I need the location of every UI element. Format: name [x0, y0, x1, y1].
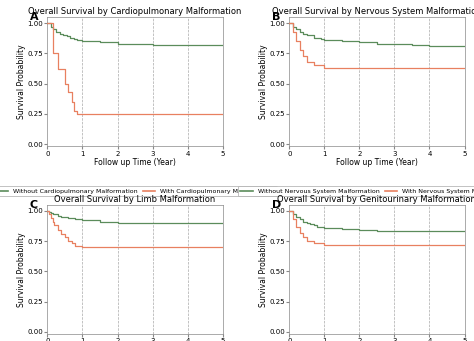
Legend: Without Nervous System Malformation, With Nervous System Malformation: Without Nervous System Malformation, Wit… — [238, 186, 474, 196]
Y-axis label: Survival Probability: Survival Probability — [17, 44, 26, 119]
Legend: Without Cardiopulmonary Malformation, With Cardiopulmonary Malformation: Without Cardiopulmonary Malformation, Wi… — [0, 186, 277, 196]
X-axis label: Follow up Time (Year): Follow up Time (Year) — [94, 158, 176, 167]
Title: Overall Survival by Cardiopulmonary Malformation: Overall Survival by Cardiopulmonary Malf… — [28, 7, 242, 16]
Text: D: D — [272, 199, 281, 210]
Text: A: A — [30, 12, 38, 22]
Title: Overall Survival by Genitourinary Malformation: Overall Survival by Genitourinary Malfor… — [277, 195, 474, 204]
Title: Overall Survival by Limb Malformation: Overall Survival by Limb Malformation — [55, 195, 216, 204]
Title: Overall Survival by Nervous System Malformation: Overall Survival by Nervous System Malfo… — [272, 7, 474, 16]
Text: B: B — [272, 12, 280, 22]
Text: C: C — [30, 199, 38, 210]
Y-axis label: Survival Probability: Survival Probability — [259, 44, 268, 119]
X-axis label: Follow up Time (Year): Follow up Time (Year) — [336, 158, 418, 167]
Y-axis label: Survival Probability: Survival Probability — [17, 232, 26, 307]
Y-axis label: Survival Probability: Survival Probability — [259, 232, 268, 307]
